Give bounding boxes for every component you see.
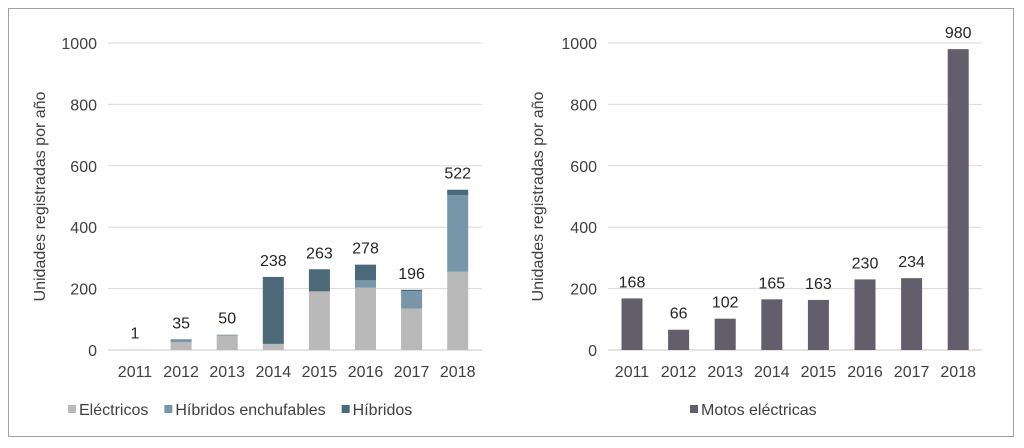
legend-item-label: Híbridos enchufables [175, 402, 325, 419]
data-label: 165 [758, 275, 785, 292]
x-tick-label: 2015 [801, 364, 837, 381]
data-label: 163 [805, 276, 832, 293]
bar-2012-series-1 [668, 330, 689, 350]
bar-2017-series-1 [901, 278, 922, 350]
bar-2013-series-1 [715, 319, 736, 350]
y-tick-label: 600 [70, 159, 97, 176]
legend-item-label: Híbridos [353, 402, 413, 419]
x-tick-label: 2016 [847, 364, 883, 381]
data-label: 263 [306, 245, 333, 262]
legend-swatch [342, 405, 350, 413]
bar-2016-series-2 [355, 280, 376, 287]
y-tick-label: 800 [70, 97, 97, 114]
bar-2016-series-1 [855, 279, 876, 350]
data-label: 168 [619, 274, 646, 291]
x-tick-label: 2014 [256, 364, 292, 381]
x-tick-label: 2015 [302, 364, 338, 381]
bar-2016-series-1 [355, 288, 376, 350]
y-tick-label: 800 [570, 97, 597, 114]
data-label: 234 [898, 254, 925, 271]
bar-2018-series-1 [948, 49, 969, 350]
bar-2017-series-1 [401, 309, 422, 350]
legend-swatch [68, 405, 76, 413]
legend-swatch [164, 405, 172, 413]
x-tick-label: 2013 [209, 364, 245, 381]
x-tick-label: 2012 [661, 364, 697, 381]
x-tick-label: 2012 [163, 364, 199, 381]
data-label: 66 [670, 306, 688, 323]
bar-2015-series-1 [309, 291, 330, 350]
data-label: 980 [945, 25, 972, 42]
data-label: 50 [218, 311, 236, 328]
y-axis-label: Unidades registradas por año [32, 91, 49, 301]
y-tick-label: 400 [70, 220, 97, 237]
bar-2017-series-3 [401, 290, 422, 291]
bar-2016-series-3 [355, 265, 376, 281]
x-tick-label: 2017 [894, 364, 930, 381]
x-tick-label: 2013 [707, 364, 743, 381]
legend-swatch [690, 405, 698, 413]
data-label: 1 [131, 326, 140, 343]
bar-2018-series-3 [447, 190, 468, 195]
data-label: 278 [352, 241, 379, 258]
bar-2015-series-1 [808, 300, 829, 350]
legend-item-label: Motos eléctricas [701, 402, 817, 419]
x-tick-label: 2017 [394, 364, 430, 381]
y-tick-label: 200 [70, 282, 97, 299]
x-tick-label: 2011 [615, 364, 650, 381]
x-tick-label: 2011 [118, 364, 153, 381]
bar-2017-series-2 [401, 291, 422, 308]
y-tick-label: 1000 [61, 36, 97, 53]
x-tick-label: 2014 [754, 364, 790, 381]
data-label: 102 [712, 295, 739, 312]
bar-2015-series-3 [309, 269, 330, 291]
y-tick-label: 200 [570, 282, 597, 299]
y-tick-label: 600 [570, 159, 597, 176]
bar-2013-series-2 [217, 335, 238, 336]
data-label: 238 [260, 253, 287, 270]
data-label: 35 [172, 315, 190, 332]
bar-2012-series-2 [171, 340, 192, 342]
data-label: 230 [852, 255, 879, 272]
bar-2013-series-1 [217, 336, 238, 350]
bar-2012-series-1 [171, 342, 192, 350]
x-tick-label: 2016 [348, 364, 384, 381]
y-axis-label: Unidades registradas por año [530, 91, 547, 301]
bar-2011-series-1 [622, 298, 643, 350]
bar-2018-series-2 [447, 195, 468, 272]
bar-2014-series-1 [761, 299, 782, 350]
data-label: 522 [444, 166, 471, 183]
bar-2018-series-1 [447, 272, 468, 350]
y-tick-label: 0 [88, 343, 97, 360]
data-label: 196 [398, 266, 425, 283]
bar-2014-series-3 [263, 277, 284, 344]
x-tick-label: 2018 [940, 364, 976, 381]
y-tick-label: 400 [570, 220, 597, 237]
x-tick-label: 2018 [440, 364, 476, 381]
legend-item-label: Eléctricos [79, 402, 148, 419]
bar-2014-series-1 [263, 344, 284, 350]
y-tick-label: 1000 [561, 36, 597, 53]
y-tick-label: 0 [588, 343, 597, 360]
